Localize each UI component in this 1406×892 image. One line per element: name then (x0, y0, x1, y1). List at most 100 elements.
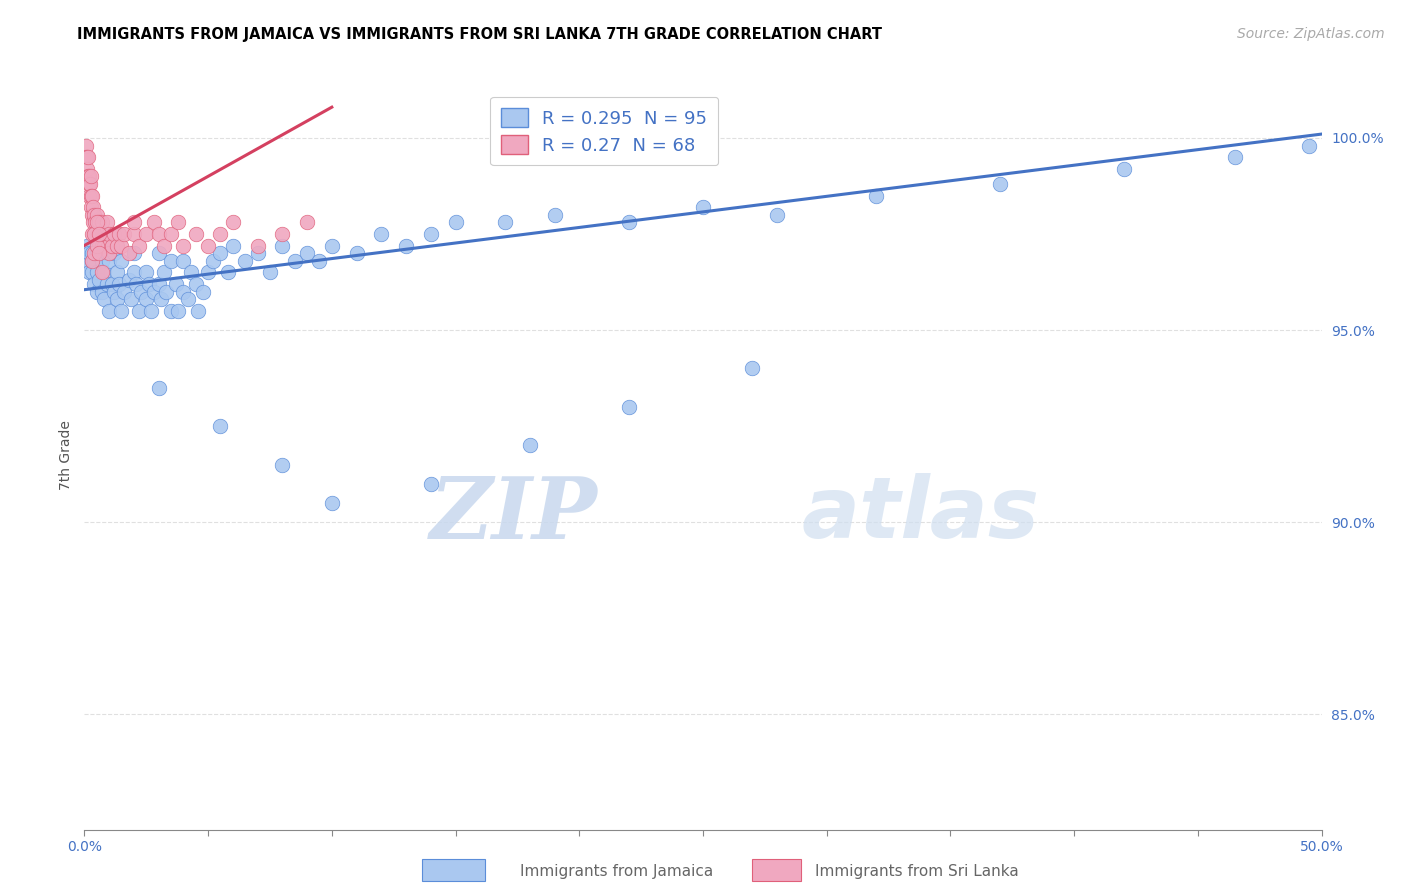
Point (865, 188, 887, 202)
Point (1223, 150, 1246, 164)
Point (766, 208, 789, 222)
Point (98, 253, 121, 268)
Point (246, 246, 269, 260)
Point (77, 177, 100, 191)
Point (209, 227, 232, 241)
Point (80, 253, 103, 268)
Point (125, 277, 148, 291)
Point (86, 246, 108, 260)
Point (96, 246, 118, 260)
Point (148, 227, 170, 241)
Point (519, 438, 541, 452)
Point (89, 246, 111, 260)
Point (84, 215, 107, 229)
Point (152, 238, 174, 252)
Point (80, 188, 103, 202)
Point (172, 285, 194, 299)
Point (692, 200, 714, 214)
Point (77, 169, 100, 184)
Point (184, 277, 207, 291)
Point (79, 246, 101, 260)
Point (80, 200, 103, 214)
Point (90, 265, 112, 279)
Point (76, 238, 98, 252)
Point (135, 265, 157, 279)
Point (94, 227, 117, 241)
Point (177, 293, 200, 307)
Point (209, 419, 232, 434)
Point (395, 238, 418, 252)
Point (129, 285, 152, 299)
Point (83, 208, 105, 222)
Point (79, 169, 101, 184)
Point (89, 238, 111, 252)
Point (82, 200, 104, 214)
Point (321, 238, 343, 252)
Point (98, 246, 121, 260)
Point (172, 253, 194, 268)
Y-axis label: 7th Grade: 7th Grade (59, 420, 73, 490)
Point (103, 285, 125, 299)
Point (93, 238, 115, 252)
Point (86, 265, 108, 279)
Point (83, 253, 105, 268)
Point (108, 277, 131, 291)
Point (209, 246, 232, 260)
Point (128, 238, 150, 252)
Text: IMMIGRANTS FROM JAMAICA VS IMMIGRANTS FROM SRI LANKA 7TH GRADE CORRELATION CHART: IMMIGRANTS FROM JAMAICA VS IMMIGRANTS FR… (77, 27, 883, 42)
Point (138, 277, 160, 291)
Text: ZIP: ZIP (430, 473, 598, 557)
Point (89, 273, 111, 287)
Point (160, 303, 183, 318)
Point (90, 285, 112, 299)
Point (75, 150, 97, 164)
Point (100, 238, 122, 252)
Point (83, 227, 105, 241)
Point (100, 277, 122, 291)
Point (444, 215, 467, 229)
Point (184, 227, 207, 241)
Point (79, 188, 101, 202)
Point (167, 215, 190, 229)
Point (233, 253, 256, 268)
Point (79, 188, 101, 202)
Point (83, 277, 105, 291)
Point (93, 265, 115, 279)
Point (222, 215, 245, 229)
Point (82, 215, 104, 229)
Point (86, 208, 108, 222)
Point (96, 277, 118, 291)
Point (150, 293, 173, 307)
Point (1298, 138, 1320, 153)
Point (75, 138, 97, 153)
Point (105, 238, 128, 252)
Point (160, 253, 183, 268)
Point (105, 293, 128, 307)
Point (76, 150, 98, 164)
Point (148, 277, 170, 291)
Point (246, 238, 269, 252)
Point (80, 227, 103, 241)
Point (89, 227, 111, 241)
Point (128, 303, 150, 318)
Text: Immigrants from Sri Lanka: Immigrants from Sri Lanka (815, 863, 1019, 879)
Point (122, 215, 145, 229)
Point (83, 227, 105, 241)
Point (148, 381, 170, 395)
Point (1112, 161, 1135, 176)
Point (110, 238, 132, 252)
Point (222, 238, 245, 252)
Point (91, 227, 114, 241)
Point (103, 246, 125, 260)
Point (988, 177, 1011, 191)
Point (617, 400, 640, 414)
Point (122, 227, 145, 241)
Point (89, 238, 111, 252)
Point (346, 246, 368, 260)
Point (96, 215, 118, 229)
Point (135, 227, 157, 241)
Point (271, 458, 294, 472)
Legend: R = 0.295  N = 95, R = 0.27  N = 68: R = 0.295 N = 95, R = 0.27 N = 68 (489, 97, 718, 166)
Point (98, 227, 121, 241)
Point (87, 227, 110, 241)
